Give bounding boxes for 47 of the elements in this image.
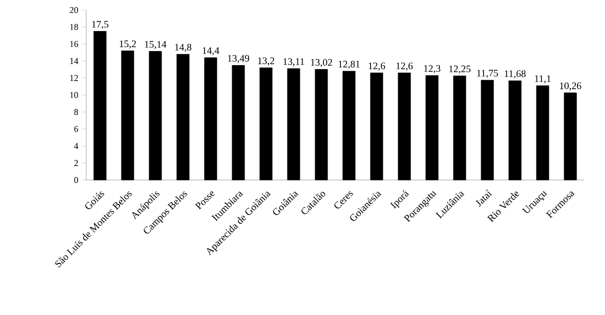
data-label: 12,3 [424,65,440,74]
bar [287,68,300,180]
bar [508,80,522,180]
bar [426,75,438,180]
y-tick-label: 16 [70,40,78,48]
data-label: 13,11 [284,58,304,66]
bar [148,51,162,180]
data-label: 15,2 [120,40,136,49]
y-tick-label: 10 [70,92,78,98]
data-label: 13,02 [311,58,332,68]
data-label: 12,6 [396,62,413,71]
y-tick-label: 20 [70,6,78,14]
bar [314,69,328,180]
y-tick-label: 6 [74,126,78,132]
data-label: 12,25 [449,66,470,74]
bar [480,80,494,180]
bar [94,31,106,180]
bar [204,57,218,180]
y-tick-label: 14 [70,58,78,64]
y-tick-label: 0 [74,176,78,184]
data-label: 15,14 [145,41,166,50]
bar [260,68,272,180]
data-label: 10,26 [560,82,582,91]
y-tick-label: 18 [70,24,78,30]
data-label: 13,2 [258,57,274,66]
data-label: 14,4 [202,47,220,56]
bar [398,72,411,180]
y-tick-label: 2 [74,160,78,166]
data-label: 11,68 [504,70,526,79]
data-label: 11,1 [535,75,551,84]
data-label: 12,6 [368,62,386,71]
bar [232,65,245,180]
y-tick-label: 12 [70,75,78,81]
bar [342,70,356,180]
data-label: 11,75 [477,70,498,78]
y-tick-label: 4 [74,143,78,149]
y-tick-label: 8 [74,108,78,116]
bar [564,92,577,180]
bar [453,76,466,180]
data-label: 17,5 [92,20,108,30]
bar [536,85,550,180]
data-label: 12,81 [338,60,360,69]
data-label: 13,49 [228,55,250,64]
data-label: 14,8 [175,44,192,52]
bar [370,72,384,180]
bar [176,54,190,180]
bar [121,50,134,180]
